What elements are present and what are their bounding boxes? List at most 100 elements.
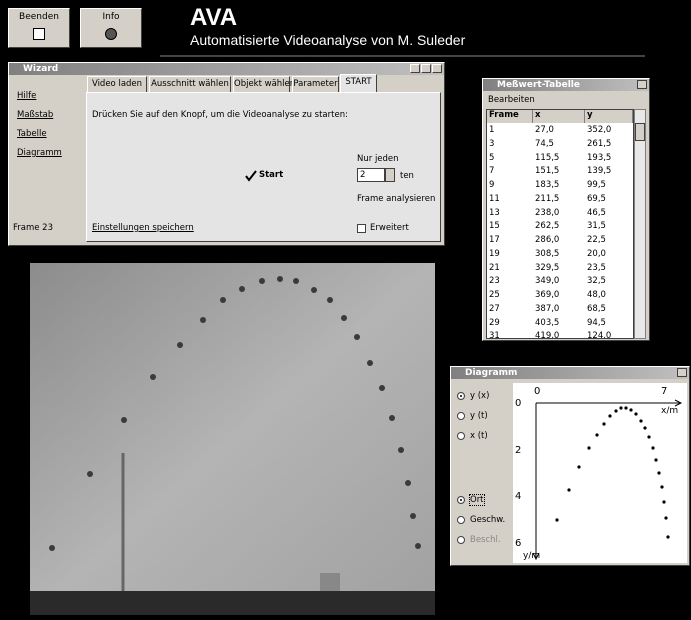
plot-point xyxy=(643,426,647,430)
table-cell: 403,5 xyxy=(535,317,560,328)
table-cell: 329,5 xyxy=(535,262,560,273)
table-cell: 20,0 xyxy=(587,248,606,259)
toolbar-button[interactable]: Beenden xyxy=(8,8,70,48)
wizard-tab[interactable]: Objekt wählen xyxy=(233,76,295,92)
table-cell: 3 xyxy=(489,138,495,149)
wizard-titlebar: Wizard xyxy=(9,63,444,75)
radio-label[interactable]: x (t) xyxy=(470,431,488,441)
table-cell: 349,0 xyxy=(535,276,560,287)
table-cell: 11 xyxy=(489,193,500,204)
radio-button[interactable] xyxy=(457,432,465,440)
video-background xyxy=(30,263,435,615)
table-cell: 23,5 xyxy=(587,262,606,273)
wizard-menu-link[interactable]: Hilfe xyxy=(17,91,37,101)
table-cell: 31,5 xyxy=(587,221,606,232)
table-cell: 32,5 xyxy=(587,276,606,287)
radio-label[interactable]: y (t) xyxy=(470,411,488,421)
table-cell: 1 xyxy=(489,125,495,135)
save-settings-link[interactable]: Einstellungen speichern xyxy=(92,223,194,233)
scroll-thumb[interactable] xyxy=(635,123,645,141)
table-cell: 5 xyxy=(489,152,495,163)
table-cell: 387,0 xyxy=(535,303,560,314)
table-cell: 115,5 xyxy=(535,152,560,163)
column-header: y xyxy=(585,110,633,123)
ball-position xyxy=(121,417,127,423)
window-close-button[interactable] xyxy=(432,64,442,73)
start-button[interactable]: Start xyxy=(245,167,295,185)
wizard-tab[interactable]: Video laden xyxy=(87,76,147,92)
radio-label[interactable]: Geschw. xyxy=(470,515,506,525)
y-tick-label: 6 xyxy=(515,537,522,549)
radio-label[interactable]: y (x) xyxy=(470,391,490,401)
y-arrow xyxy=(532,552,540,561)
table-cell: 69,5 xyxy=(587,193,606,204)
x-tick-label: 7 xyxy=(661,386,668,397)
window-close-button[interactable] xyxy=(677,368,687,377)
x-arrow xyxy=(674,399,683,407)
plot-point xyxy=(608,414,612,418)
window-max-button[interactable] xyxy=(421,64,431,73)
table-cell: 13 xyxy=(489,207,500,218)
radio-button[interactable] xyxy=(457,516,465,524)
x-tick-label: 0 xyxy=(534,386,541,397)
table-cell: 352,0 xyxy=(587,125,612,135)
frame-step-spinner[interactable] xyxy=(385,168,395,182)
table-cell: 124,0 xyxy=(587,331,612,339)
ball-position xyxy=(200,317,206,323)
table-cell: 139,5 xyxy=(587,166,612,177)
window-min-button[interactable] xyxy=(410,64,420,73)
plot-point xyxy=(602,422,606,426)
toolbar-button-label: Beenden xyxy=(19,12,59,22)
plot-point xyxy=(651,446,655,450)
wizard-menu-link[interactable]: Diagramm xyxy=(17,148,62,158)
toolbar-button[interactable]: Info xyxy=(80,8,142,48)
ball-position xyxy=(49,545,55,551)
table-scrollbar[interactable] xyxy=(634,109,646,339)
start-label: Start xyxy=(259,170,284,180)
y-axis-label: y/m xyxy=(523,551,541,561)
table-cell: 25 xyxy=(489,290,500,300)
plot-point xyxy=(629,408,633,412)
wizard-menu-link[interactable]: Tabelle xyxy=(17,129,47,139)
nur-jeden-label: Nur jeden xyxy=(357,154,399,164)
radio-button[interactable] xyxy=(457,496,465,504)
radio-button[interactable] xyxy=(457,536,465,544)
wizard-tab[interactable]: Parameter xyxy=(292,76,339,92)
plot-point xyxy=(624,406,628,410)
ball-position xyxy=(389,415,395,421)
ball-position xyxy=(398,447,404,453)
plot-point xyxy=(577,465,581,469)
table-cell: 7 xyxy=(489,166,495,177)
window-close-button[interactable] xyxy=(637,80,647,89)
x-axis-label: x/m xyxy=(661,406,679,416)
table-cell: 29 xyxy=(489,317,500,328)
radio-button[interactable] xyxy=(457,412,465,420)
ball-position xyxy=(239,286,245,292)
wizard-menu-link[interactable]: Maßstab xyxy=(17,110,54,120)
wizard-tab[interactable]: Ausschnitt wählen xyxy=(149,76,231,92)
ball-position xyxy=(415,543,421,549)
table-cell: 193,5 xyxy=(587,152,612,163)
table-cell: 22,5 xyxy=(587,235,606,245)
plot-point xyxy=(654,458,658,462)
table-cell: 262,5 xyxy=(535,221,560,232)
table-menu[interactable]: Bearbeiten xyxy=(488,95,535,105)
erweitert-checkbox[interactable] xyxy=(357,224,366,233)
table-titlebar: Meßwert-Tabelle xyxy=(483,79,649,91)
radio-label[interactable]: Ort xyxy=(469,494,485,506)
radio-button[interactable] xyxy=(457,392,465,400)
plot-point xyxy=(619,406,623,410)
diagram-window: Diagramm y (x) y (t) x (t) Ort Geschw. Beschl.… xyxy=(450,366,690,566)
frame-step-input[interactable]: 2 xyxy=(357,168,385,182)
app-title: AVA xyxy=(190,4,238,31)
plot-point xyxy=(555,518,559,522)
radio-label[interactable]: Beschl. xyxy=(470,535,501,545)
ball-position xyxy=(367,360,373,366)
wizard-panel: Drücken Sie auf den Knopf, um die Videoa… xyxy=(86,92,441,242)
plot-point xyxy=(587,446,591,450)
ball-position xyxy=(177,342,183,348)
table-cell: 238,0 xyxy=(535,207,560,218)
wizard-tab[interactable]: START xyxy=(340,74,377,93)
